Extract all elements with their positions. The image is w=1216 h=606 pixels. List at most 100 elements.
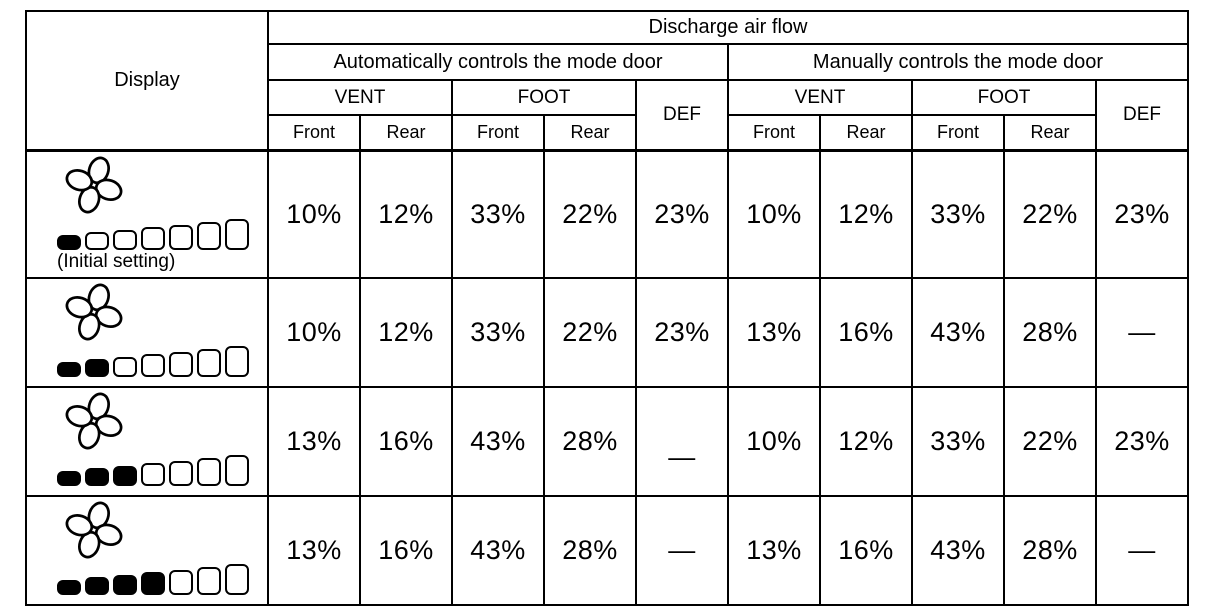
value-cell: 10% <box>267 277 361 388</box>
fan-icon <box>57 283 249 341</box>
col-header-rear-foot-manual: Rear <box>1003 114 1097 152</box>
table-row-fan-speed-4: 13% 16% 43% 28% — 13% 16% 43% 28% — <box>25 495 1189 606</box>
col-header-front-foot-manual: Front <box>911 114 1005 152</box>
fan-bar-empty <box>141 227 165 250</box>
value-cell: 13% <box>267 386 361 497</box>
fan-bar-empty <box>225 455 249 486</box>
col-header-rear-foot-auto: Rear <box>543 114 637 152</box>
fan-speed-bars <box>57 452 249 486</box>
fan-bar-filled <box>57 235 81 250</box>
value-cell: 10% <box>267 149 361 279</box>
value-cell: 23% <box>635 277 729 388</box>
value-cell: 23% <box>1095 149 1189 279</box>
col-header-def-manual: DEF <box>1095 79 1189 152</box>
fan-bar-empty <box>113 356 137 377</box>
fan-bar-empty <box>85 232 109 250</box>
col-header-front-vent-auto: Front <box>267 114 361 152</box>
value-cell: 33% <box>911 386 1005 497</box>
fan-icon <box>57 156 249 214</box>
fan-bar-filled <box>85 468 109 486</box>
fan-bar-empty <box>197 349 221 377</box>
fan-bar-empty <box>225 346 249 377</box>
fan-bar-filled <box>85 359 109 377</box>
discharge-air-flow-table: Display Discharge air flow Automatically… <box>25 10 1189 606</box>
fan-speed-display: (Initial setting) <box>57 156 249 273</box>
fan-bar-empty <box>169 224 193 250</box>
value-cell: 33% <box>451 277 545 388</box>
fan-bar-empty <box>113 229 137 250</box>
col-header-vent-auto: VENT <box>267 79 453 116</box>
value-cell: — <box>635 386 729 497</box>
fan-speed-bars <box>57 561 249 595</box>
table-row-fan-speed-2: 10% 12% 33% 22% 23% 13% 16% 43% 28% — <box>25 277 1189 388</box>
value-cell: 16% <box>819 277 913 388</box>
value-cell: 28% <box>543 495 637 606</box>
value-cell: 28% <box>543 386 637 497</box>
display-cell <box>25 495 269 606</box>
value-cell: — <box>1095 277 1189 388</box>
fan-bar-empty <box>225 219 249 250</box>
value-cell: 43% <box>451 495 545 606</box>
fan-bar-empty <box>169 460 193 486</box>
fan-bar-empty <box>197 458 221 486</box>
fan-bar-filled <box>57 580 81 595</box>
value-cell: 12% <box>359 277 453 388</box>
value-cell: 33% <box>451 149 545 279</box>
value-cell: 10% <box>727 386 821 497</box>
col-header-rear-vent-auto: Rear <box>359 114 453 152</box>
value-cell: 23% <box>1095 386 1189 497</box>
value-cell: 23% <box>635 149 729 279</box>
fan-bar-filled <box>141 572 165 595</box>
fan-bar-empty <box>225 564 249 595</box>
fan-icon <box>57 392 249 450</box>
table-row-fan-speed-1: (Initial setting) 10% 12% 33% 22% 23% 10… <box>25 149 1189 279</box>
col-header-foot-manual: FOOT <box>911 79 1097 116</box>
fan-bar-empty <box>141 354 165 377</box>
col-header-front-foot-auto: Front <box>451 114 545 152</box>
fan-bar-filled <box>113 465 137 486</box>
value-cell: 13% <box>727 277 821 388</box>
value-cell: 22% <box>1003 149 1097 279</box>
value-cell: 43% <box>451 386 545 497</box>
value-cell: — <box>635 495 729 606</box>
col-header-rear-vent-manual: Rear <box>819 114 913 152</box>
value-cell: 16% <box>359 495 453 606</box>
value-cell: 28% <box>1003 277 1097 388</box>
fan-bar-empty <box>169 569 193 595</box>
fan-bar-empty <box>169 351 193 377</box>
col-header-foot-auto: FOOT <box>451 79 637 116</box>
fan-speed-display <box>57 501 249 595</box>
value-cell: 12% <box>819 386 913 497</box>
group-header-automatic: Automatically controls the mode door <box>267 43 729 81</box>
fan-speed-display <box>57 283 249 377</box>
display-cell <box>25 386 269 497</box>
fan-bar-empty <box>141 463 165 486</box>
table-title-discharge-air-flow: Discharge air flow <box>267 10 1189 45</box>
value-cell: 13% <box>727 495 821 606</box>
fan-icon <box>57 501 249 559</box>
fan-bar-filled <box>57 362 81 377</box>
display-cell <box>25 277 269 388</box>
value-cell: 16% <box>819 495 913 606</box>
manual-page: Display Discharge air flow Automatically… <box>25 10 1189 606</box>
table-row-fan-speed-3: 13% 16% 43% 28% — 10% 12% 33% 22% 23% <box>25 386 1189 497</box>
value-cell: 12% <box>359 149 453 279</box>
fan-speed-bars <box>57 343 249 377</box>
group-header-manual: Manually controls the mode door <box>727 43 1189 81</box>
value-cell: 43% <box>911 277 1005 388</box>
value-cell: 43% <box>911 495 1005 606</box>
fan-bar-filled <box>57 471 81 486</box>
fan-bar-filled <box>85 577 109 595</box>
value-cell: 22% <box>543 277 637 388</box>
value-cell: 12% <box>819 149 913 279</box>
value-cell: 33% <box>911 149 1005 279</box>
fan-speed-display <box>57 392 249 486</box>
fan-speed-bars <box>57 216 249 250</box>
value-cell: 16% <box>359 386 453 497</box>
fan-bar-empty <box>197 567 221 595</box>
value-cell: 10% <box>727 149 821 279</box>
col-header-vent-manual: VENT <box>727 79 913 116</box>
fan-bar-empty <box>197 222 221 250</box>
value-cell: 13% <box>267 495 361 606</box>
display-cell: (Initial setting) <box>25 149 269 279</box>
